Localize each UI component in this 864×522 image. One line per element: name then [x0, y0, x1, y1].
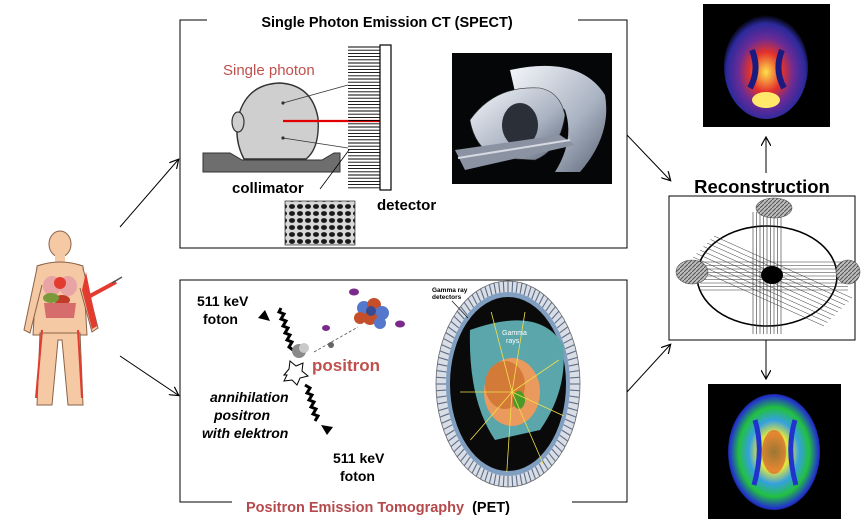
arrow-to-spect	[119, 160, 178, 228]
energy-bottom-value: 511 keV	[333, 450, 385, 466]
pet-title-main: Positron Emission Tomography	[246, 500, 464, 516]
atomic-nucleus	[322, 288, 405, 331]
pet-title-abbrev: (PET)	[472, 500, 510, 516]
collimator-label: collimator	[232, 180, 304, 197]
detectors-label-1: Gamma ray	[432, 287, 468, 294]
gamma-ray-upper	[276, 307, 295, 352]
collimator-honeycomb	[284, 200, 356, 246]
annihilation-line-2: positron	[213, 407, 270, 423]
human-figure	[23, 230, 123, 406]
annihilation-line-1: annihilation	[210, 389, 289, 405]
energy-top-unit: foton	[203, 311, 238, 327]
pet-scanner-ring	[435, 280, 581, 488]
detector-label: detector	[377, 197, 436, 214]
pet-brain-image	[708, 384, 841, 519]
gamma-label-1: Gamma	[502, 330, 527, 337]
single-photon-label: Single photon	[223, 62, 315, 79]
annihilation-burst	[282, 360, 310, 386]
spect-title: Single Photon Emission CT (SPECT)	[261, 15, 513, 31]
spect-panel: Single Photon Emission CT (SPECT) Single…	[179, 15, 628, 249]
energy-bottom-unit: foton	[340, 468, 375, 484]
positron-label: positron	[312, 356, 380, 375]
gamma-label-2: rays	[506, 338, 520, 345]
pet-panel: Positron Emission Tomography (PET) 511 k…	[179, 279, 628, 516]
pet-title: Positron Emission Tomography (PET)	[246, 500, 510, 516]
reconstruction-diagram	[668, 195, 861, 341]
detector-plate	[379, 44, 392, 191]
annihilation-line-3: with elektron	[202, 425, 288, 441]
arrow-pet-to-reconstruction	[626, 345, 670, 393]
reconstruction-label: Reconstruction	[694, 176, 830, 197]
arrow-to-pet	[119, 355, 178, 395]
gamma-rays-lines	[460, 311, 565, 473]
gamma-ray-lower	[304, 383, 321, 422]
energy-top-value: 511 keV	[197, 293, 249, 309]
detectors-label-2: detectors	[432, 294, 462, 301]
collimator-slats	[348, 46, 380, 189]
arrow-spect-to-reconstruction	[626, 134, 670, 180]
patient-bed	[202, 152, 341, 173]
spect-brain-image	[703, 4, 830, 127]
spect-scanner-photo	[452, 53, 612, 184]
